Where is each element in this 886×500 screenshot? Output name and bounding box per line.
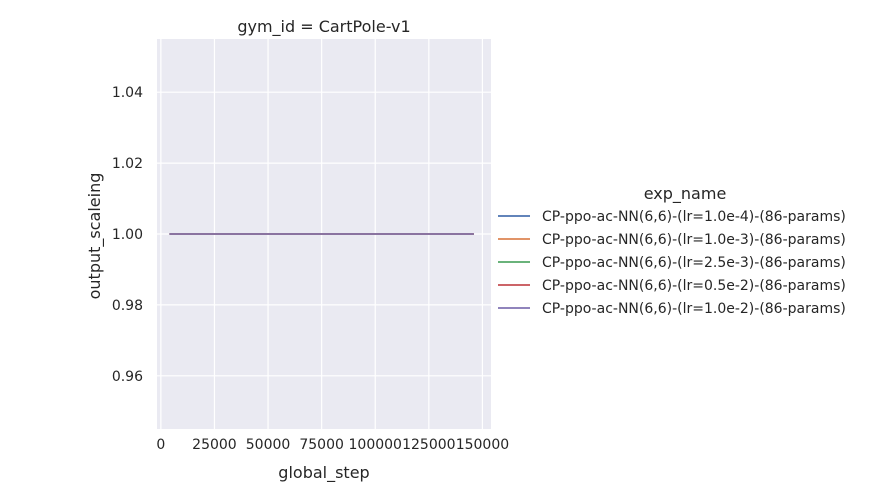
y-tick-label: 0.98 <box>112 298 143 314</box>
x-tick-labels: 0 25000 50000 75000 100000 125000 150000 <box>156 437 509 453</box>
y-axis-label: output_scaleing <box>85 173 105 300</box>
legend-title: exp_name <box>644 184 727 204</box>
y-tick-labels: 0.96 0.98 1.00 1.02 1.04 <box>112 85 143 385</box>
x-tick-label: 125000 <box>402 437 455 453</box>
legend-entry-label: CP-ppo-ac-NN(6,6)-(lr=2.5e-3)-(86-params… <box>542 255 846 271</box>
y-tick-label: 1.00 <box>112 227 143 243</box>
y-tick-label: 1.02 <box>112 156 143 172</box>
x-tick-label: 150000 <box>456 437 509 453</box>
x-tick-label: 100000 <box>349 437 402 453</box>
x-tick-label: 0 <box>156 437 165 453</box>
legend-entry-label: CP-ppo-ac-NN(6,6)-(lr=0.5e-2)-(86-params… <box>542 278 846 294</box>
x-tick-label: 75000 <box>299 437 344 453</box>
x-tick-label: 25000 <box>192 437 237 453</box>
legend-entry-label: CP-ppo-ac-NN(6,6)-(lr=1.0e-4)-(86-params… <box>542 209 846 225</box>
chart-title: gym_id = CartPole-v1 <box>237 17 410 37</box>
legend-entry-label: CP-ppo-ac-NN(6,6)-(lr=1.0e-3)-(86-params… <box>542 232 846 248</box>
y-tick-label: 0.96 <box>112 369 143 385</box>
legend: exp_name CP-ppo-ac-NN(6,6)-(lr=1.0e-4)-(… <box>498 184 846 317</box>
legend-entry-label: CP-ppo-ac-NN(6,6)-(lr=1.0e-2)-(86-params… <box>542 301 846 317</box>
x-axis-label: global_step <box>278 463 369 483</box>
y-tick-label: 1.04 <box>112 85 143 101</box>
x-tick-label: 50000 <box>246 437 291 453</box>
